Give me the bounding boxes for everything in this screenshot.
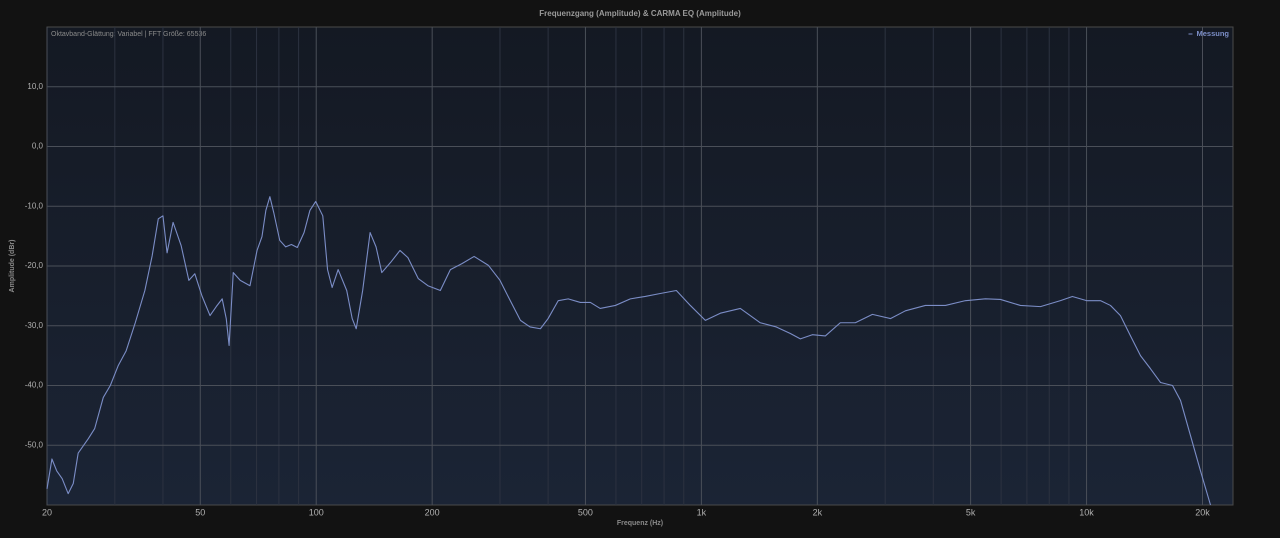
x-tick-label: 500: [578, 507, 593, 517]
x-tick-label: 5k: [966, 507, 976, 517]
x-tick-label: 10k: [1079, 507, 1094, 517]
grid: [46, 27, 1233, 505]
x-tick-label: 200: [425, 507, 440, 517]
x-tick-label: 20: [42, 507, 52, 517]
y-tick-label: -30,0: [25, 321, 44, 330]
y-tick-label: -10,0: [25, 201, 44, 210]
y-tick-label: -40,0: [25, 381, 44, 390]
x-tick-label: 100: [309, 507, 324, 517]
series-layer: [46, 196, 1212, 506]
legend-label: Messung: [1196, 29, 1229, 38]
y-tick-label: 10,0: [27, 82, 43, 91]
annotation: Oktavband-Glättung: Variabel | FFT Größe…: [51, 31, 206, 38]
y-tick-label: 0,0: [32, 142, 44, 151]
x-tick-label: 20k: [1195, 507, 1210, 517]
legend: Messung: [1188, 29, 1229, 38]
y-tick-label: -20,0: [25, 261, 44, 270]
x-tick-label: 1k: [697, 507, 707, 517]
y-tick-label: -50,0: [25, 440, 44, 449]
y-axis-label: Amplitude (dBr): [9, 240, 16, 293]
chart-title: Frequenzgang (Amplitude) & CARMA EQ (Amp…: [539, 9, 741, 18]
series-line: [46, 196, 1212, 506]
x-axis-label: Frequenz (Hz): [617, 520, 663, 527]
x-tick-label: 2k: [813, 507, 823, 517]
x-tick-label: 50: [195, 507, 205, 517]
